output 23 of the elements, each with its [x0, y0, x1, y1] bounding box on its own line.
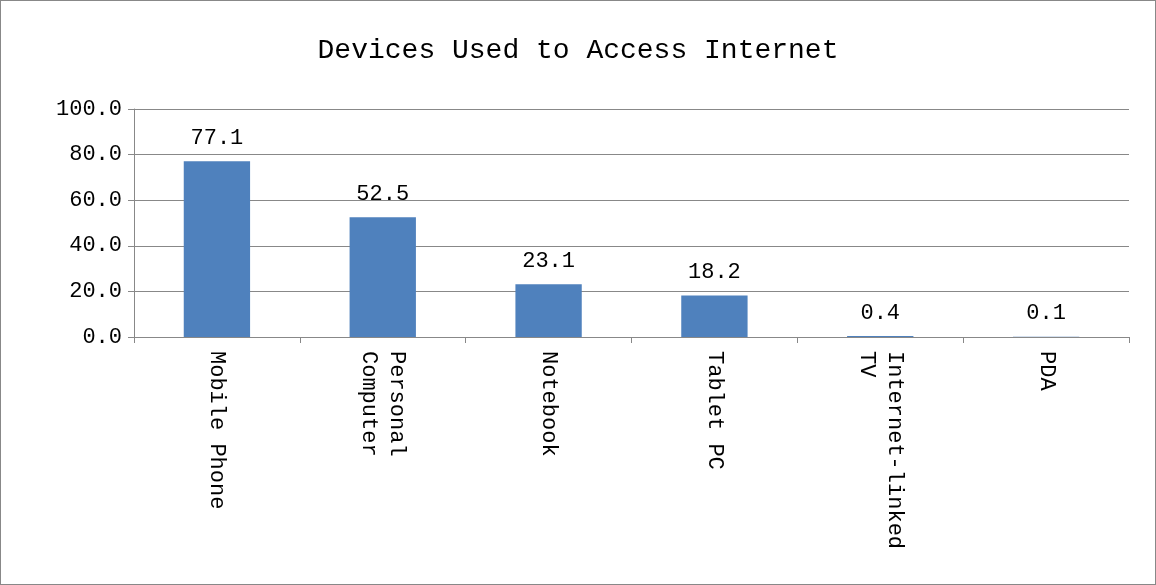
x-tick-label: Notebook — [536, 351, 562, 457]
y-tick-label: 80.0 — [69, 142, 122, 168]
data-label: 23.1 — [522, 248, 575, 274]
data-label: 52.5 — [356, 181, 410, 207]
y-tick-label: 40.0 — [69, 233, 122, 259]
x-tick-label: Internet-linked TV — [853, 351, 907, 550]
y-tick-label: 60.0 — [69, 187, 122, 213]
y-tick-label: 100.0 — [55, 96, 122, 122]
x-tick-label: Mobile Phone — [204, 351, 230, 510]
bar — [681, 295, 748, 337]
data-label: 0.4 — [860, 300, 901, 326]
x-tick-label: Tablet PC — [701, 351, 727, 470]
y-tick-label: 0.0 — [82, 324, 122, 350]
bar — [183, 161, 251, 337]
x-tick-label: Personal Computer — [356, 351, 410, 457]
data-label: 18.2 — [688, 260, 741, 285]
data-label: 0.1 — [1026, 301, 1066, 327]
bar — [349, 217, 416, 337]
bar — [515, 284, 582, 337]
chart-title: Devices Used to Access Internet — [317, 34, 839, 66]
y-tick-label: 20.0 — [69, 278, 122, 304]
data-label: 77.1 — [190, 125, 244, 151]
x-tick-label: PDA — [1033, 351, 1059, 392]
